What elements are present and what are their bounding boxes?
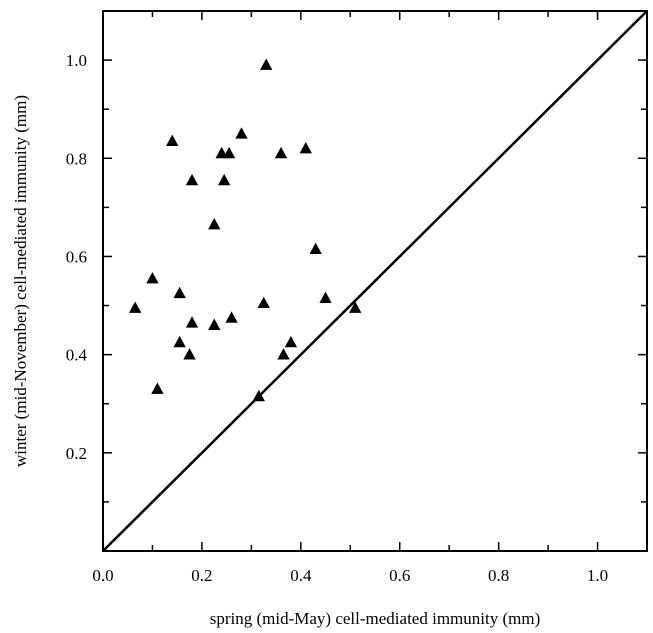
y-tick-label: 0.2 xyxy=(66,444,87,463)
x-tick-labels: 0.0 0.2 0.4 0.6 0.8 1.0 xyxy=(92,566,608,585)
y-tick-label: 1.0 xyxy=(66,51,87,70)
data-point xyxy=(166,134,179,146)
data-point xyxy=(151,382,164,394)
data-points xyxy=(128,58,362,402)
data-point xyxy=(185,316,199,328)
data-point xyxy=(128,301,142,313)
data-point xyxy=(208,218,221,230)
data-point xyxy=(260,58,273,70)
data-point xyxy=(222,146,236,159)
axis-ticks xyxy=(103,11,647,551)
x-tick-label: 1.0 xyxy=(587,566,608,585)
data-point xyxy=(257,296,270,308)
x-axis-label: spring (mid-May) cell-mediated immunity … xyxy=(210,609,540,628)
y-tick-label: 0.4 xyxy=(66,346,88,365)
data-point xyxy=(217,173,231,186)
y-tick-labels: 0.2 0.4 0.6 0.8 1.0 xyxy=(66,51,88,463)
data-point xyxy=(309,242,322,254)
data-point xyxy=(284,335,298,348)
x-tick-label: 0.6 xyxy=(389,566,410,585)
data-point xyxy=(274,146,288,159)
data-point xyxy=(208,318,221,331)
data-point xyxy=(173,335,186,348)
y-tick-label: 0.6 xyxy=(66,247,87,266)
data-point xyxy=(173,286,186,299)
data-point xyxy=(299,141,312,154)
data-point xyxy=(146,272,159,284)
identity-line xyxy=(102,10,648,552)
data-point xyxy=(319,291,332,304)
data-point xyxy=(349,301,362,313)
data-point xyxy=(183,348,196,360)
data-point xyxy=(277,348,290,360)
data-point xyxy=(252,389,265,402)
plot-frame xyxy=(102,10,648,552)
data-point xyxy=(225,311,238,323)
x-tick-label: 0.2 xyxy=(191,566,212,585)
x-tick-label: 0.0 xyxy=(92,566,113,585)
reference-line-group xyxy=(102,10,648,552)
plot-border xyxy=(102,10,648,552)
data-point xyxy=(235,127,248,139)
x-tick-label: 0.4 xyxy=(290,566,312,585)
y-axis-label: winter (mid-November) cell-mediated immu… xyxy=(11,95,30,467)
x-tick-label: 0.8 xyxy=(488,566,509,585)
y-tick-label: 0.8 xyxy=(66,149,87,168)
data-point xyxy=(185,173,199,186)
